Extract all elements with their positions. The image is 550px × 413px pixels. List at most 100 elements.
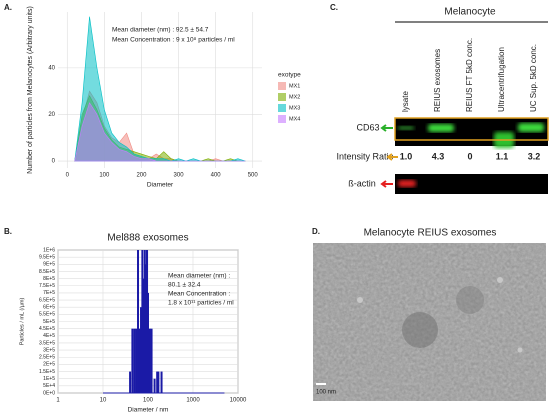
- y-tick-label: 4.5E+5: [39, 326, 55, 332]
- panel-label: D.: [312, 227, 320, 236]
- chart-title: Mel888 exosomes: [107, 233, 188, 244]
- bar: [131, 328, 134, 393]
- y-tick-label: 1E+5: [43, 376, 55, 382]
- y-tick-label: 3.5E+5: [39, 340, 55, 346]
- bar: [141, 250, 144, 393]
- row-label: ß-actin: [348, 178, 376, 188]
- y-tick-label: 2.5E+5: [39, 355, 55, 361]
- actin-blot: [395, 174, 548, 194]
- bar: [133, 328, 136, 393]
- bar: [142, 278, 145, 393]
- legend-swatch: [278, 115, 286, 123]
- legend-swatch: [278, 93, 286, 101]
- legend-title: exotype: [278, 72, 301, 79]
- bar: [144, 264, 147, 393]
- y-tick-label: 5.5E+5: [39, 312, 55, 318]
- x-axis-label: Diameter / nm: [128, 407, 169, 413]
- y-tick-label: 3E+5: [43, 347, 55, 353]
- legend-swatch: [278, 82, 286, 90]
- micrograph-title: Melanocyte REIUS exosomes: [364, 228, 497, 239]
- y-tick-label: 40: [48, 65, 55, 71]
- y-tick-label: 6.5E+5: [39, 297, 55, 303]
- bar: [156, 371, 159, 393]
- x-tick-label: 10000: [230, 398, 247, 404]
- bar: [150, 328, 153, 393]
- legend-label: MX1: [289, 83, 300, 89]
- bar: [160, 371, 163, 393]
- lanes: lysate 1.0 REIUS exosomes 4.3 REIUS FT 5kD c…: [400, 38, 541, 161]
- band: [518, 123, 544, 132]
- chart: 0E+05E+41E+51.5E+52E+52.5E+5 3E+53.5E+54E…: [19, 233, 247, 413]
- vesicle: [497, 277, 503, 283]
- y-tick-label: 7E+5: [43, 290, 55, 296]
- dark-region: [402, 312, 438, 348]
- y-tick-label: 9.5E+5: [39, 254, 55, 260]
- bar: [147, 292, 149, 393]
- row-label: Intensity Ratio: [336, 151, 393, 161]
- micrograph-panel: Melanocyte REIUS exosomes 100 nm: [313, 228, 546, 401]
- bar: [153, 378, 156, 393]
- band: [428, 124, 454, 132]
- arrow: [380, 180, 393, 188]
- row-label: CD63: [356, 122, 379, 132]
- bar: [137, 250, 140, 393]
- band: [398, 126, 414, 130]
- bar: [145, 250, 148, 393]
- annotation: Mean Concentration : 9 x 10⁸ particles /…: [112, 37, 235, 44]
- y-tick-label: 1.5E+5: [39, 369, 55, 375]
- x-tick-label: 200: [136, 173, 147, 179]
- vesicle: [517, 347, 523, 353]
- bar: [138, 328, 141, 393]
- lane-label: lysate: [401, 91, 410, 112]
- intensity-value: 0: [467, 151, 472, 161]
- intensity-value: 3.2: [528, 151, 541, 161]
- intensity-value: 1.0: [400, 151, 413, 161]
- dark-region: [456, 286, 484, 314]
- legend-swatch: [278, 104, 286, 112]
- highlight-box: [394, 117, 549, 141]
- x-tick-label: 10: [100, 398, 107, 404]
- legend-label: MX3: [289, 105, 300, 111]
- y-tick-label: 8E+5: [43, 276, 55, 282]
- y-tick-label: 9E+5: [43, 262, 55, 268]
- x-axis-label: Diameter: [147, 182, 174, 189]
- y-tick-label: 2E+5: [43, 362, 55, 368]
- y-tick-label: 0E+0: [43, 390, 55, 396]
- bar: [148, 328, 151, 393]
- legend-label: MX2: [289, 94, 300, 100]
- vesicle: [357, 297, 363, 303]
- area: [74, 102, 246, 162]
- x-tick-label: 1: [56, 398, 60, 404]
- y-tick-label: 6E+5: [43, 305, 55, 311]
- y-axis-label: Particles / mL (/µm): [19, 298, 25, 346]
- annotation: 80.1 ± 32.4: [168, 282, 201, 289]
- lane-label: UC Sup. 5kD conc.: [529, 44, 538, 112]
- lane-label: REIUS exosomes: [433, 49, 442, 112]
- y-tick-label: 8.5E+5: [39, 269, 55, 275]
- y-tick-label: 20: [48, 112, 55, 118]
- bar: [129, 371, 132, 393]
- y-tick-label: 0: [52, 159, 56, 165]
- x-tick-label: 0: [66, 173, 70, 179]
- panel-label: A.: [4, 3, 12, 12]
- blot-header: Melanocyte: [444, 7, 496, 18]
- arrow: [386, 153, 398, 161]
- panel-label: C.: [330, 3, 338, 12]
- y-tick-label: 4E+5: [43, 333, 55, 339]
- cd63-blot: [395, 140, 548, 146]
- x-tick-label: 100: [143, 398, 154, 404]
- band: [398, 180, 416, 187]
- lane-label: Ultracentrifugation: [497, 47, 506, 112]
- y-tick-label: 5E+5: [43, 319, 55, 325]
- intensity-value: 4.3: [432, 151, 445, 161]
- scale-bar-label: 100 nm: [316, 390, 336, 396]
- x-tick-label: 500: [248, 173, 259, 179]
- blot-panel: Melanocyte CD63 Intensity Ratio ß-actin …: [336, 7, 549, 194]
- annotation: Mean Concentration :: [168, 291, 230, 298]
- y-tick-label: 7.5E+5: [39, 283, 55, 289]
- y-axis-label: Number of particles from Melanocytes (Ar…: [27, 6, 34, 174]
- legend-label: MX4: [289, 116, 300, 122]
- bar: [157, 371, 160, 393]
